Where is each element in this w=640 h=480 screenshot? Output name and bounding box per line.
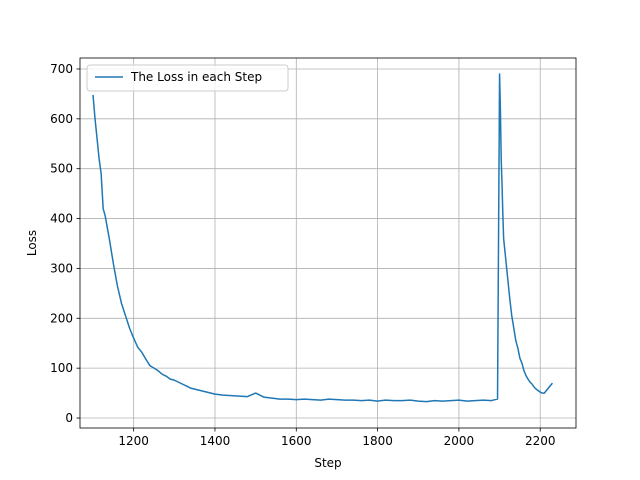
y-tick-label: 200 — [50, 311, 73, 325]
x-tick-label: 2000 — [444, 434, 475, 448]
y-tick-label: 500 — [50, 162, 73, 176]
y-tick-label: 700 — [50, 62, 73, 76]
y-tick-label: 100 — [50, 361, 73, 375]
x-tick-label: 1600 — [281, 434, 312, 448]
y-tick-label: 600 — [50, 112, 73, 126]
legend-box — [86, 64, 289, 92]
x-axis-ticks: 1200 1400 1600 1800 2000 2200 — [118, 428, 555, 448]
legend-label-loss: The Loss in each Step — [130, 70, 262, 84]
y-axis-label: Loss — [25, 230, 39, 256]
plot-frame — [79, 57, 577, 429]
x-tick-label: 1800 — [362, 434, 393, 448]
series-line-loss — [92, 73, 554, 403]
plot-area — [80, 58, 576, 428]
x-tick-label: 1200 — [118, 434, 149, 448]
x-tick-label: 2200 — [525, 434, 556, 448]
y-tick-label: 300 — [50, 261, 73, 275]
y-tick-label: 400 — [50, 212, 73, 226]
x-tick-label: 1400 — [200, 434, 231, 448]
x-axis-label: Step — [314, 456, 341, 470]
y-tick-label: 0 — [65, 411, 73, 425]
grid-lines — [80, 58, 576, 428]
y-axis-ticks: 0 100 200 300 400 500 600 700 — [50, 62, 80, 425]
legend: The Loss in each Step — [86, 64, 289, 92]
series-layer — [92, 73, 554, 403]
